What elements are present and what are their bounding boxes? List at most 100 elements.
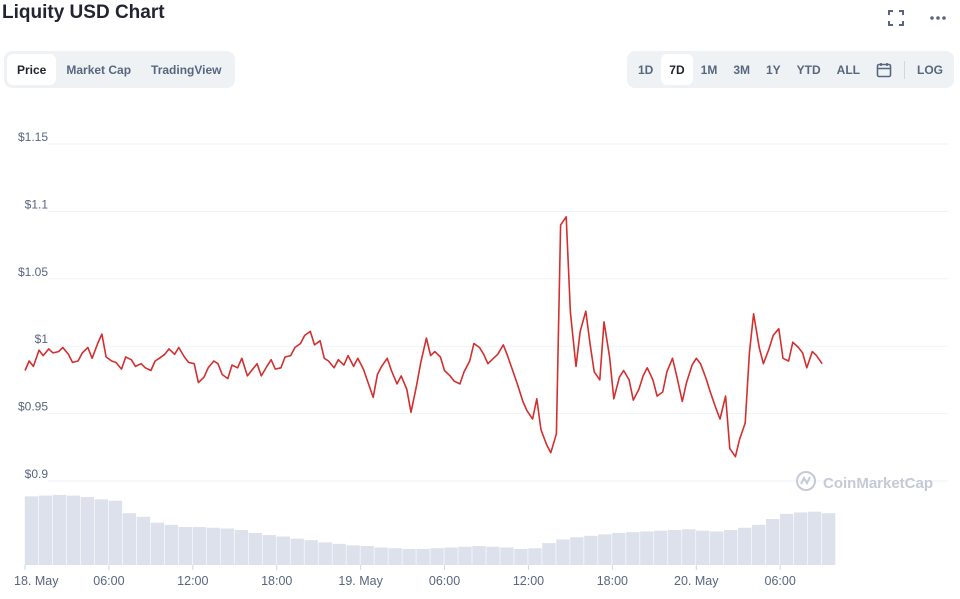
price-series bbox=[24, 216, 823, 458]
top-actions bbox=[884, 6, 950, 30]
volume-bar bbox=[486, 546, 500, 565]
volume-bar bbox=[304, 540, 318, 565]
volume-bar bbox=[654, 530, 668, 565]
range-1y[interactable]: 1Y bbox=[765, 62, 781, 77]
volume-bar bbox=[66, 495, 81, 565]
volume-bar bbox=[612, 532, 626, 565]
volume-bar bbox=[122, 513, 137, 565]
volume-bar bbox=[52, 494, 67, 565]
range-1d[interactable]: 1D bbox=[637, 62, 654, 77]
x-tick-label: 18:00 bbox=[597, 574, 628, 588]
volume-bar bbox=[360, 546, 374, 565]
volume-bar bbox=[738, 527, 752, 565]
volume-bar bbox=[793, 512, 808, 565]
volume-bar bbox=[416, 548, 430, 565]
y-tick-label: $1 bbox=[35, 332, 49, 346]
volume-bar bbox=[262, 535, 276, 565]
volume-bar bbox=[765, 519, 780, 565]
volume-bar bbox=[80, 497, 95, 565]
volume-bar bbox=[542, 543, 556, 565]
volume-bar bbox=[290, 538, 304, 565]
volume-bar bbox=[598, 534, 612, 565]
volume-bar bbox=[779, 513, 794, 565]
x-tick-label: 06:00 bbox=[765, 574, 796, 588]
y-tick-label: $0.95 bbox=[18, 400, 48, 414]
range-selector: 1D 7D 1M 3M 1Y YTD ALL LOG bbox=[626, 51, 954, 88]
volume-bar bbox=[150, 522, 165, 565]
volume-bar bbox=[248, 532, 262, 565]
x-tick-label: 18. May bbox=[14, 574, 59, 588]
x-tick-label: 18:00 bbox=[261, 574, 292, 588]
tab-tradingview[interactable]: TradingView bbox=[151, 62, 222, 77]
volume-bar bbox=[430, 548, 444, 565]
x-tick-label: 06:00 bbox=[429, 574, 460, 588]
tab-price[interactable]: Price bbox=[7, 54, 57, 85]
volume-bar bbox=[444, 547, 458, 565]
volume-bar bbox=[724, 529, 738, 565]
x-tick-label: 19. May bbox=[338, 574, 383, 588]
volume-bar bbox=[710, 531, 724, 565]
volume-bar bbox=[570, 537, 584, 565]
price-line bbox=[24, 216, 823, 458]
volume-bar bbox=[821, 513, 836, 565]
calendar-icon[interactable] bbox=[868, 54, 900, 85]
y-tick-label: $1.15 bbox=[18, 130, 48, 144]
x-tick-label: 12:00 bbox=[177, 574, 208, 588]
volume-bar bbox=[626, 532, 640, 565]
range-all[interactable]: ALL bbox=[836, 62, 860, 77]
volume-bar bbox=[178, 527, 193, 565]
volume-bar bbox=[668, 529, 682, 565]
volume-bars bbox=[24, 494, 836, 565]
range-3m[interactable]: 3M bbox=[733, 62, 750, 77]
volume-bar bbox=[514, 548, 528, 565]
volume-bar bbox=[402, 548, 416, 565]
volume-bar bbox=[640, 531, 654, 565]
volume-bar bbox=[458, 546, 472, 565]
watermark: CoinMarketCap bbox=[795, 470, 933, 496]
range-ytd[interactable]: YTD bbox=[796, 62, 821, 77]
volume-bar bbox=[332, 543, 346, 565]
y-tick-label: $1.05 bbox=[18, 265, 48, 279]
volume-bar bbox=[164, 524, 179, 565]
volume-bar bbox=[584, 535, 598, 565]
x-axis-labels: 18. May 06:00 12:00 18:00 19. May 06:00 12:00 1… bbox=[14, 565, 796, 588]
range-7d[interactable]: 7D bbox=[661, 54, 693, 85]
y-axis-labels: $0.9 $0.95 $1 $1.05 $1.1 $1.15 bbox=[18, 130, 48, 481]
volume-bar bbox=[472, 546, 486, 565]
x-tick-label: 12:00 bbox=[513, 574, 544, 588]
range-1m[interactable]: 1M bbox=[700, 62, 718, 77]
grid-lines bbox=[48, 143, 948, 482]
volume-bar bbox=[388, 548, 402, 565]
volume-bar bbox=[234, 529, 248, 565]
tab-market-cap[interactable]: Market Cap bbox=[66, 62, 132, 77]
volume-bar bbox=[318, 542, 332, 565]
volume-bar bbox=[752, 524, 766, 565]
volume-bar bbox=[24, 496, 39, 565]
volume-bar bbox=[374, 547, 388, 565]
volume-bar bbox=[696, 530, 710, 565]
watermark-text: CoinMarketCap bbox=[823, 474, 934, 492]
volume-bar bbox=[220, 528, 234, 565]
log-toggle[interactable]: LOG bbox=[917, 62, 943, 77]
x-tick-label: 06:00 bbox=[93, 574, 124, 588]
volume-bar bbox=[192, 527, 207, 565]
volume-bar bbox=[136, 516, 151, 565]
chart-title: Liquity USD Chart bbox=[2, 2, 165, 23]
y-tick-label: $1.1 bbox=[25, 197, 49, 211]
fullscreen-icon[interactable] bbox=[884, 6, 908, 30]
volume-bar bbox=[556, 539, 570, 565]
volume-bar bbox=[682, 529, 696, 565]
range-divider bbox=[904, 60, 905, 79]
volume-bar bbox=[500, 547, 514, 565]
x-tick-label: 20. May bbox=[674, 574, 719, 588]
y-tick-label: $0.9 bbox=[25, 467, 49, 481]
volume-bar bbox=[807, 511, 822, 565]
volume-bar bbox=[276, 536, 290, 565]
volume-bar bbox=[94, 499, 109, 565]
volume-bar bbox=[346, 545, 360, 565]
coinmarketcap-logo-icon bbox=[795, 470, 817, 496]
more-icon[interactable] bbox=[926, 6, 950, 30]
chart-type-tabs: Price Market Cap TradingView bbox=[4, 51, 235, 88]
volume-bar bbox=[108, 500, 123, 565]
